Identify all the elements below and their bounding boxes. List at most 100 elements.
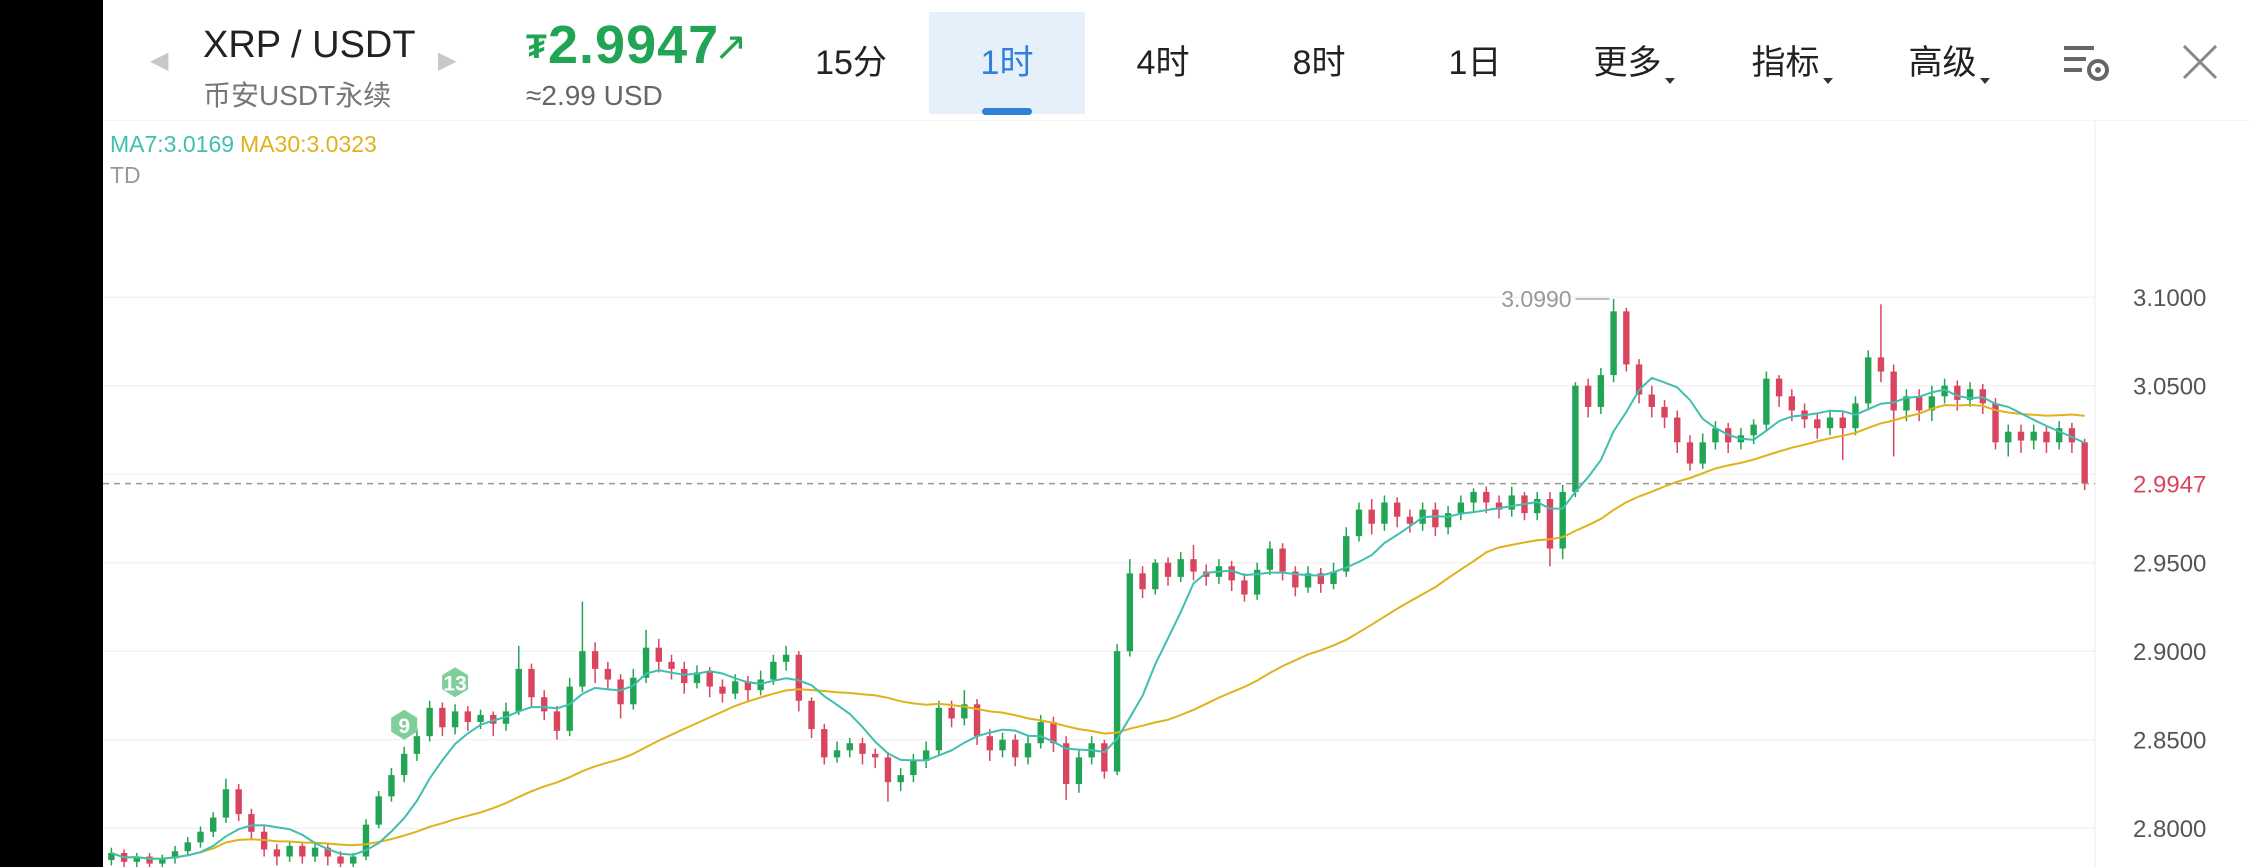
candle-body: [146, 856, 153, 864]
candle-body: [1062, 743, 1070, 784]
candle-body: [1826, 417, 1834, 429]
ma7-line: [111, 376, 2086, 860]
candle-body: [1534, 498, 1541, 514]
candle-body: [642, 647, 650, 678]
candle-body: [1992, 403, 1999, 443]
candle-body: [1355, 509, 1363, 537]
pair-name[interactable]: XRP / USDT: [203, 24, 416, 66]
candle-body: [1890, 371, 1897, 411]
candle-body: [2043, 431, 2050, 443]
td-marker-badge: [391, 709, 418, 740]
tab-label: 4时: [1136, 44, 1190, 82]
tab-label: 更多: [1593, 44, 1662, 82]
active-tab-indicator: [982, 108, 1032, 115]
candle-body: [286, 845, 293, 857]
tab-label: 高级: [1908, 44, 1977, 82]
current-price-label-bg: [2099, 465, 2249, 502]
tab-label: 1时: [980, 44, 1034, 82]
candle-body: [1164, 562, 1172, 577]
current-price-label: 2.9947: [2133, 472, 2206, 499]
candle-body: [1763, 378, 1770, 425]
last-price: 2.9947: [548, 15, 720, 75]
close-icon[interactable]: [2180, 42, 2220, 82]
dropdown-triangle-icon: [1822, 78, 1833, 84]
candle-body: [1368, 509, 1375, 524]
candle-body: [1686, 442, 1694, 464]
candle-body: [910, 760, 917, 776]
tab-label: 15分: [815, 44, 887, 82]
candle-body: [795, 654, 803, 701]
candle-body: [311, 847, 319, 857]
candle-body: [744, 681, 752, 691]
td-indicator-label: TD: [110, 162, 141, 188]
candle-body: [770, 661, 777, 680]
candle-body: [1203, 571, 1210, 577]
candle-body: [986, 736, 993, 751]
candle-body: [897, 775, 904, 783]
tab-4h[interactable]: 4时: [1085, 12, 1241, 114]
candle-body: [1457, 502, 1465, 514]
candle-body: [1610, 311, 1617, 376]
candle-body: [668, 661, 675, 669]
candle-body: [222, 789, 230, 818]
candle-body: [591, 651, 599, 669]
candle-body: [1775, 378, 1783, 397]
candle-body: [1915, 396, 1923, 411]
candle-body: [681, 668, 688, 684]
candle-body: [961, 704, 968, 719]
candle-body: [1699, 442, 1706, 464]
candle-body: [1253, 569, 1261, 595]
candle-body: [2068, 428, 2076, 443]
tab-8h[interactable]: 8时: [1241, 12, 1397, 114]
candle-body: [1024, 743, 1032, 758]
tab-more[interactable]: 更多: [1556, 12, 1712, 114]
candle-body: [388, 775, 395, 797]
next-pair-chevron-icon[interactable]: ▶: [438, 47, 457, 74]
previous-pair-chevron-icon[interactable]: ◀: [150, 47, 169, 74]
candle-body: [299, 845, 306, 857]
candle-body: [1648, 394, 1655, 407]
candle-body: [528, 668, 535, 698]
candle-body: [1839, 417, 1846, 429]
candle-body: [464, 711, 472, 722]
tab-indicators[interactable]: 指标: [1714, 12, 1870, 114]
tab-1d[interactable]: 1日: [1397, 12, 1553, 114]
candle-body: [948, 707, 955, 719]
candle-body: [197, 831, 204, 843]
candle-body: [1546, 498, 1554, 549]
price-up-arrow-icon: ↗: [714, 25, 748, 69]
y-tick-label: 2.9000: [2133, 639, 2206, 666]
candle-body: [108, 852, 115, 861]
high-annotation-label: 3.0990: [1501, 286, 1571, 312]
candle-body: [235, 789, 242, 815]
candle-body: [719, 686, 726, 694]
candle-body: [337, 856, 344, 864]
candle-body: [1228, 566, 1235, 581]
candlestick-chart[interactable]: 3.10003.05003.00002.95002.90002.85002.80…: [103, 120, 2250, 867]
candle-body: [1903, 396, 1910, 411]
tab-advanced[interactable]: 高级: [1871, 12, 2027, 114]
candle-body: [490, 714, 497, 724]
candle-body: [1050, 722, 1057, 744]
candle-body: [1075, 757, 1083, 784]
candle-body: [1966, 389, 1974, 400]
candle-body: [1113, 651, 1121, 772]
candle-body: [1814, 419, 1821, 429]
candle-body: [579, 651, 586, 687]
candle-body: [1444, 513, 1452, 528]
chart-settings-icon[interactable]: [2062, 42, 2112, 84]
candle-body: [1559, 491, 1566, 549]
candle-body: [693, 672, 701, 684]
candle-body: [999, 739, 1006, 751]
candle-body: [706, 672, 713, 687]
tab-15m[interactable]: 15分: [773, 12, 929, 114]
candle-body: [566, 686, 573, 731]
candle-body: [1877, 357, 1885, 372]
candle-body: [350, 856, 357, 864]
candle-body: [630, 677, 637, 705]
candle-body: [2005, 431, 2012, 443]
candle-body: [400, 753, 408, 776]
tab-1h[interactable]: 1时: [929, 12, 1085, 114]
candle-body: [655, 647, 662, 662]
candle-body: [1241, 580, 1248, 595]
